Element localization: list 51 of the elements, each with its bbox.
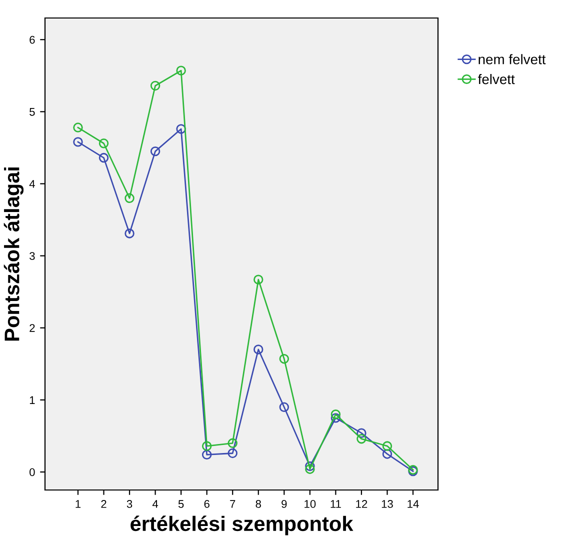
x-tick-label: 13	[382, 500, 393, 508]
point	[202, 441, 212, 451]
point	[98, 138, 109, 148]
point	[124, 193, 134, 204]
x-tick-label: 6	[204, 500, 210, 508]
point	[202, 450, 212, 460]
point	[279, 402, 290, 412]
x-tick-label: 2	[101, 500, 106, 508]
point	[228, 448, 238, 458]
x-tick-label: 9	[282, 500, 287, 508]
y-tick-label: 2	[30, 324, 35, 332]
point	[254, 274, 264, 284]
point	[73, 122, 83, 132]
point	[176, 66, 186, 76]
point	[150, 80, 160, 91]
x-tick-label: 8	[256, 500, 261, 508]
y-axis-title: Pontszáok átlagai	[4, 167, 24, 341]
point	[254, 344, 264, 354]
x-tick-label: 14	[408, 500, 419, 508]
x-tick-label: 7	[230, 500, 236, 508]
point	[305, 461, 315, 472]
x-axis-title: értékelési szempontok	[130, 516, 354, 536]
x-tick-label: 12	[356, 500, 368, 508]
point	[228, 438, 238, 448]
y-tick-label: 3	[30, 252, 35, 260]
y-tick-label: 0	[30, 468, 35, 476]
point	[382, 449, 392, 459]
x-tick-label: 4	[152, 500, 158, 508]
point	[98, 152, 109, 163]
point	[356, 434, 366, 444]
point	[176, 124, 186, 134]
x-tick-label: 5	[178, 500, 184, 508]
point	[305, 464, 315, 474]
point	[330, 413, 341, 423]
legend-label: felvett	[478, 74, 515, 84]
x-tick-label: 10	[304, 500, 316, 508]
x-tick-label: 3	[126, 500, 132, 508]
x-tick-label: 1	[76, 500, 81, 508]
point	[330, 409, 341, 420]
point	[73, 137, 83, 147]
point	[124, 228, 134, 238]
point	[150, 146, 160, 156]
y-tick-label: 1	[30, 396, 35, 404]
point	[279, 354, 290, 364]
y-tick-label: 4	[29, 180, 35, 188]
point	[356, 428, 366, 438]
y-tick-label: 5	[30, 108, 35, 116]
legend-label: nem felvett	[478, 54, 546, 64]
point	[382, 441, 392, 451]
y-tick-label: 6	[30, 36, 35, 44]
x-tick-label: 11	[330, 500, 341, 508]
